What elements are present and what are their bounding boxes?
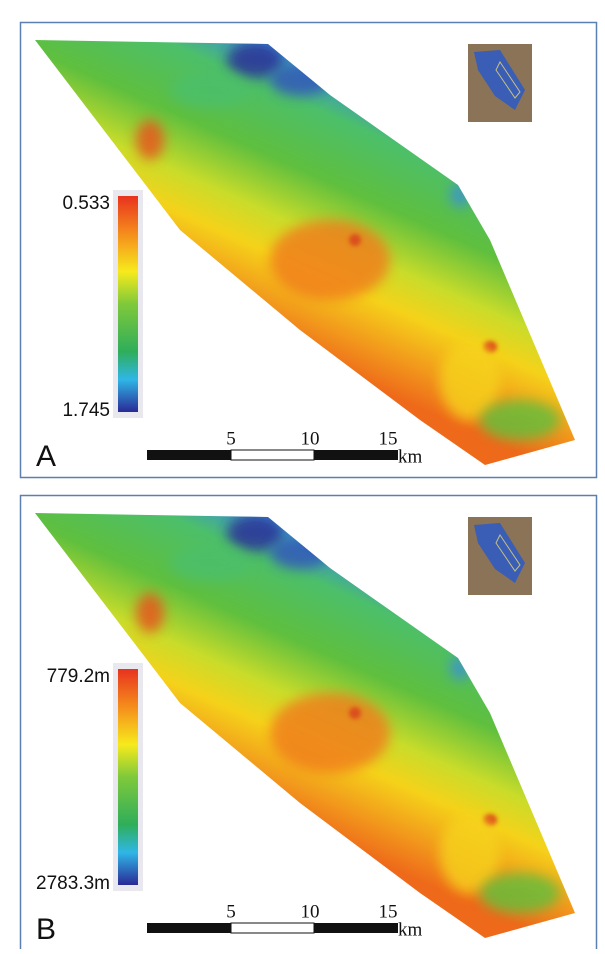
map-feature (480, 873, 560, 913)
map-feature (170, 545, 250, 581)
scale-tick-label: 15 (379, 901, 398, 922)
scale-segment (314, 923, 398, 933)
map-feature (450, 183, 470, 207)
scale-tick-label: 10 (301, 901, 320, 922)
map-feature (349, 707, 361, 719)
map-feature (270, 64, 330, 96)
figure: 0.5331.745A51015km779.2m2783.3mB51015km (0, 0, 605, 949)
map-feature (270, 220, 390, 300)
scale-unit: km (398, 919, 423, 940)
legend-colorbar (118, 196, 138, 412)
legend-bottom-label: 2783.3m (36, 873, 110, 894)
map-feature (270, 537, 330, 569)
scale-segment (231, 450, 314, 460)
scale-unit: km (398, 446, 423, 467)
map-feature (450, 656, 470, 680)
panel-label: A (36, 440, 56, 473)
legend-top-label: 0.533 (62, 193, 110, 214)
legend-bottom-label: 1.745 (62, 400, 110, 421)
map-feature (136, 120, 164, 160)
scale-segment (231, 923, 314, 933)
scale-segment (147, 450, 231, 460)
map-feature (136, 593, 164, 633)
scale-segment (314, 450, 398, 460)
legend-top-label: 779.2m (47, 666, 110, 687)
scale-tick-label: 5 (226, 428, 236, 449)
map-feature (480, 400, 560, 440)
scale-tick-label: 10 (301, 428, 320, 449)
scale-tick-label: 5 (226, 901, 236, 922)
map-feature (170, 72, 250, 108)
legend-colorbar (118, 669, 138, 885)
scale-tick-label: 15 (379, 428, 398, 449)
map-feature (349, 234, 361, 246)
panel-label: B (36, 913, 56, 946)
scale-segment (147, 923, 231, 933)
map-feature (270, 693, 390, 773)
